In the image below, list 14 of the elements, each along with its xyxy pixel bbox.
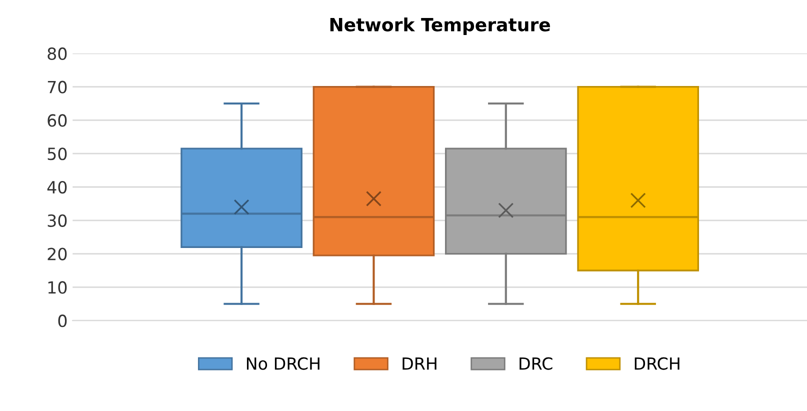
y-tick-label: 0 [58,314,67,328]
legend-label: No DRCH [246,357,320,370]
y-tick-label: 20 [48,248,67,260]
legend-label: DRC [520,357,552,370]
y-tick-label: 50 [48,148,67,160]
legend-label: DRH [402,357,436,370]
y-tick-label: 60 [48,114,67,127]
y-tick-label: 10 [48,281,67,294]
y-tick-label: 30 [48,214,67,227]
y-tick-label: 80 [48,47,67,60]
legend-label: DRCH [634,357,680,370]
y-tick-label: 40 [47,180,67,194]
chart-title: Network Temperature [330,17,550,35]
y-tick-label: 70 [48,80,67,94]
